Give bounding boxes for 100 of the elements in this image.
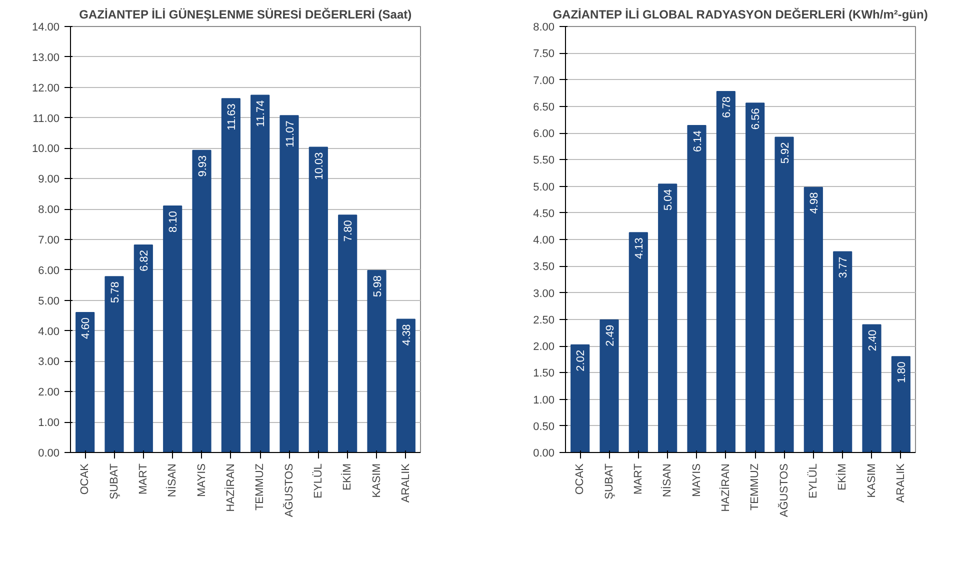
data-label: 4.13: [633, 238, 646, 259]
bar: [746, 102, 765, 452]
bar: [104, 276, 124, 452]
y-tick-label: 14.00: [32, 22, 60, 34]
y-tick-label: 4.00: [38, 326, 60, 338]
x-tick-label: ARALIK: [894, 462, 907, 503]
x-tick-label: MAYIS: [690, 463, 703, 497]
data-label: 1.80: [896, 362, 908, 384]
data-label: 5.78: [109, 282, 122, 304]
data-label: 11.07: [284, 120, 296, 148]
y-tick-label: 0.50: [533, 420, 555, 433]
y-tick-label: 2.00: [533, 341, 555, 353]
y-tick-label: 2.50: [533, 314, 555, 326]
bar: [570, 344, 590, 452]
bar: [134, 244, 153, 452]
bar: [338, 214, 358, 452]
y-tick-label: 6.00: [38, 264, 60, 277]
y-tick-label: 6.00: [533, 128, 555, 140]
bar: [891, 356, 910, 452]
data-label: 3.77: [838, 256, 850, 278]
x-tick-label: KASIM: [866, 463, 878, 498]
bar: [367, 270, 386, 452]
x-tick-label: TEMMUZ: [749, 463, 762, 511]
x-tick-label: MAYIS: [196, 463, 208, 497]
bar: [774, 136, 794, 452]
x-tick-label: EKİM: [836, 463, 849, 490]
data-label: 10.03: [313, 152, 326, 180]
y-tick-label: 5.00: [38, 295, 60, 308]
y-tick-label: 7.00: [38, 234, 60, 246]
chart-title: GAZİANTEP İLİ GÜNEŞLENME SÜRESİ DEĞERLERİ (Saat): [79, 8, 412, 22]
x-tick-label: OCAK: [79, 462, 92, 495]
x-tick-label: AĞUSTOS: [777, 463, 790, 518]
x-tick-label: EYLÜL: [311, 463, 324, 498]
y-tick-label: 2.00: [38, 386, 60, 399]
data-label: 11.74: [255, 100, 268, 127]
data-label: 6.56: [750, 108, 762, 130]
y-tick-label: 3.00: [533, 288, 555, 300]
chart-title: GAZİANTEP İLİ GLOBAL RADYASYON DEĞERLERİ (KWh/m²-gün): [552, 8, 928, 22]
data-label: 2.40: [866, 330, 879, 352]
bar: [308, 146, 328, 452]
bar: [192, 150, 212, 452]
data-label: 5.98: [372, 276, 384, 297]
y-tick-label: 0.00: [533, 448, 555, 460]
data-label: 11.63: [226, 104, 238, 130]
y-tick-label: 5.50: [533, 154, 555, 167]
y-tick-label: 1.00: [533, 394, 555, 406]
bar: [862, 324, 882, 452]
y-tick-label: 13.00: [32, 52, 60, 64]
y-tick-label: 6.50: [533, 101, 555, 114]
bar: [280, 115, 299, 452]
y-tick-label: 1.00: [38, 417, 60, 430]
data-label: 4.38: [400, 324, 413, 346]
x-tick-label: MART: [632, 463, 644, 494]
bar: [716, 90, 736, 452]
data-label: 5.92: [779, 142, 792, 164]
y-tick-label: 3.00: [38, 356, 60, 368]
bar: [221, 98, 240, 452]
y-tick-label: 7.00: [533, 74, 555, 87]
y-tick-label: 11.00: [32, 112, 60, 125]
x-tick-label: KASIM: [370, 463, 383, 498]
x-tick-label: TEMMUZ: [254, 463, 266, 511]
x-tick-label: HAZİRAN: [718, 463, 732, 512]
x-tick-label: NİSAN: [166, 463, 179, 498]
x-tick-label: ŞUBAT: [603, 463, 616, 500]
data-label: 2.49: [604, 324, 616, 346]
data-label: 7.80: [342, 220, 355, 242]
bar: [76, 312, 95, 452]
y-tick-label: 10.00: [32, 143, 60, 156]
x-tick-label: ŞUBAT: [108, 463, 120, 500]
y-tick-label: 3.50: [533, 261, 555, 274]
y-tick-label: 7.50: [533, 48, 555, 60]
bar: [600, 319, 619, 452]
x-tick-label: EYLÜL: [806, 463, 820, 498]
y-tick-label: 9.00: [38, 174, 60, 186]
bar: [250, 94, 270, 452]
x-tick-label: OCAK: [574, 462, 586, 495]
x-tick-label: MART: [137, 463, 150, 494]
x-tick-label: ARALIK: [400, 462, 412, 503]
y-tick-label: 0.00: [38, 448, 60, 460]
data-label: 6.14: [692, 130, 704, 152]
bar: [687, 125, 706, 452]
data-label: 6.78: [720, 96, 733, 118]
data-label: 8.10: [168, 211, 180, 232]
x-tick-label: HAZİRAN: [224, 463, 237, 512]
data-label: 4.60: [80, 318, 92, 339]
y-tick-label: 12.00: [32, 82, 60, 94]
data-label: 4.98: [808, 192, 820, 214]
y-tick-label: 1.50: [533, 368, 555, 380]
data-label: 9.93: [196, 155, 209, 177]
y-tick-label: 4.00: [533, 234, 555, 246]
x-tick-label: EKİM: [340, 463, 354, 490]
y-tick-label: 4.50: [533, 208, 555, 220]
x-tick-label: NİSAN: [660, 463, 674, 498]
data-label: 6.82: [138, 250, 150, 272]
data-label: 2.02: [575, 350, 588, 372]
x-tick-label: AĞUSTOS: [282, 463, 296, 518]
data-label: 5.04: [662, 189, 675, 211]
bar: [628, 232, 648, 452]
y-tick-label: 5.00: [533, 181, 555, 194]
y-tick-label: 8.00: [533, 22, 555, 34]
